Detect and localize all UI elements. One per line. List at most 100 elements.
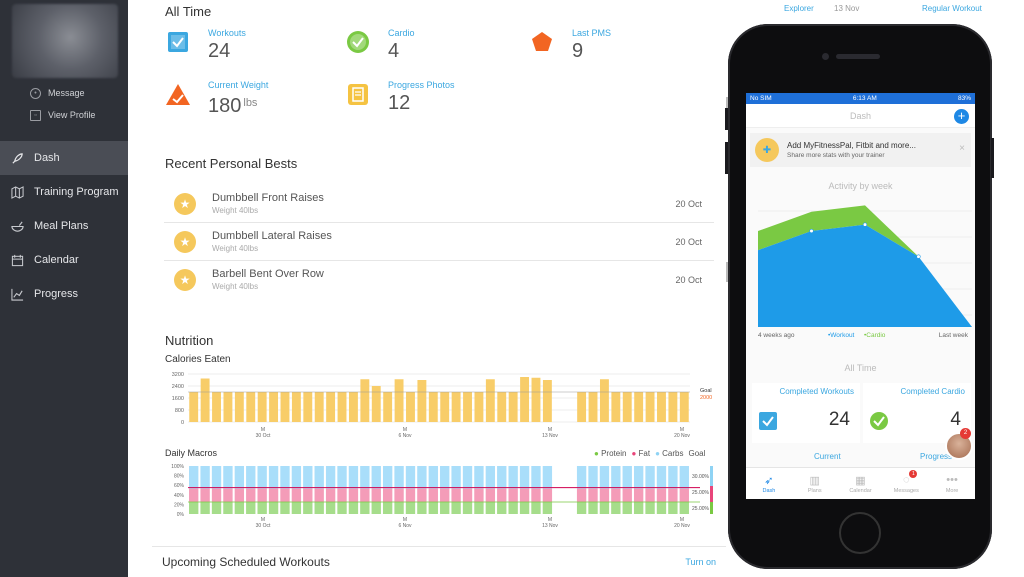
side-button [991, 138, 994, 178]
view-profile-label: View Profile [48, 110, 96, 120]
legend-label: Protein [601, 449, 627, 458]
card-label: Completed Cardio [900, 387, 965, 396]
y-tick-label: 0 [181, 420, 184, 426]
goal-value: 2000 [700, 395, 712, 401]
side-button [725, 142, 728, 174]
x-tick-date: 30 Oct [256, 523, 271, 529]
tab-calendar[interactable]: ▦ Calendar [838, 468, 884, 499]
x-tick-date: 20 Nov [674, 523, 690, 529]
bar-segment [576, 502, 587, 514]
bar-segment [223, 488, 233, 502]
bar-segment [474, 466, 484, 489]
bar [383, 392, 393, 422]
bar-segment [679, 488, 689, 502]
tab-label: Dash [762, 487, 776, 494]
bar-segment [234, 488, 245, 502]
add-button[interactable]: + [954, 109, 969, 124]
sidebar-item-progress[interactable]: Progress [0, 277, 128, 311]
bar [280, 392, 290, 422]
phone-header: Dash + [746, 104, 975, 128]
scrollbar[interactable] [726, 97, 729, 113]
bar-segment [656, 502, 667, 514]
bar [417, 380, 427, 422]
bar [508, 392, 518, 422]
bar-segment [531, 502, 541, 514]
legend-carbs: ● Carbs [655, 449, 684, 458]
bar-segment [360, 502, 370, 514]
stat-label: Workouts [208, 28, 246, 38]
bar-segment [268, 488, 279, 502]
phone-speaker [836, 54, 880, 59]
bar [588, 392, 598, 422]
avatar[interactable] [12, 4, 118, 78]
bar [337, 392, 347, 422]
bar-segment [417, 502, 427, 514]
y-tick-label: 60% [174, 483, 185, 489]
bar-segment [497, 502, 507, 514]
bar-segment [394, 488, 404, 502]
banner-subtitle: Share more stats with your trainer [787, 151, 885, 159]
bar-segment [576, 466, 587, 489]
bar-segment [348, 488, 359, 502]
bar-segment [371, 488, 381, 502]
tab-more[interactable]: ••• More [929, 468, 975, 499]
stat-current-weight[interactable]: Current Weight 180 lbs [166, 80, 268, 120]
bar [657, 392, 666, 422]
stat-progress-photos[interactable]: Progress Photos 12 [346, 80, 455, 120]
data-point [862, 222, 868, 227]
bar-segment [200, 488, 210, 502]
sidebar-item-dash[interactable]: Dash [0, 141, 128, 175]
stat-label: Progress Photos [388, 80, 455, 90]
bg-date: 13 Nov [834, 4, 860, 13]
integration-banner[interactable]: ✚ Add MyFitnessPal, Fitbit and more... S… [750, 133, 971, 167]
goal-label: Goal [700, 388, 712, 394]
message-link[interactable]: • Message [30, 84, 85, 102]
y-tick-label: 100% [171, 464, 184, 470]
home-button[interactable] [839, 512, 881, 554]
bar-segment [428, 488, 438, 502]
list-item[interactable]: ★ Barbell Bent Over Row Weight 40lbs 20 O… [164, 261, 714, 299]
view-profile-link[interactable]: ▫ View Profile [30, 106, 95, 124]
bar [485, 379, 495, 422]
bar-segment [656, 466, 667, 489]
close-icon[interactable]: × [959, 143, 965, 154]
tab-messages[interactable]: ◌ Messages 1 [883, 468, 929, 499]
completed-workouts-card[interactable]: Completed Workouts 24 [752, 383, 860, 443]
bar-segment [462, 488, 473, 502]
sidebar-item-training-program[interactable]: Training Program [0, 175, 128, 209]
bar-segment [211, 502, 222, 514]
bar-segment [325, 488, 336, 502]
bg-link[interactable]: Regular Workout [922, 4, 982, 13]
x-tick-day: M [680, 427, 684, 433]
chat-avatar[interactable] [945, 432, 973, 460]
macros-title: Daily Macros [165, 448, 218, 458]
x-tick-day: M [548, 427, 552, 433]
bar-segment [519, 488, 530, 502]
completed-cardio-card[interactable]: Completed Cardio 4 [863, 383, 971, 443]
sidebar-item-calendar[interactable]: Calendar [0, 243, 128, 277]
card-value: 24 [828, 409, 850, 430]
bar-segment [462, 502, 473, 514]
stat-workouts[interactable]: Workouts 24 [166, 28, 246, 68]
bar-segment [405, 466, 416, 489]
legend-label: Carbs [662, 449, 684, 458]
bar-segment [291, 466, 302, 489]
tab-plans[interactable]: ▥ Plans [792, 468, 838, 499]
checkbox-icon [168, 32, 188, 52]
bar-segment [588, 466, 598, 489]
bar-segment [223, 502, 233, 514]
stat-last-pms[interactable]: Last PMS 9 [530, 28, 611, 68]
more-icon: ••• [946, 473, 958, 486]
sidebar-item-meal-plans[interactable]: Meal Plans [0, 209, 128, 243]
list-item[interactable]: ★ Dumbbell Front Raises Weight 40lbs 20 O… [164, 185, 714, 223]
bar [406, 392, 415, 422]
tab-dash[interactable]: ➶ Dash [746, 468, 792, 499]
turn-on-link[interactable]: Turn on [685, 557, 716, 567]
list-item[interactable]: ★ Dumbbell Lateral Raises Weight 40lbs 20… [164, 223, 714, 261]
bar-segment [394, 466, 404, 489]
bar [212, 392, 221, 422]
stat-cardio[interactable]: Cardio 4 [346, 28, 415, 68]
phone-all-time-title: All Time [844, 363, 877, 373]
bar-segment [348, 502, 359, 514]
